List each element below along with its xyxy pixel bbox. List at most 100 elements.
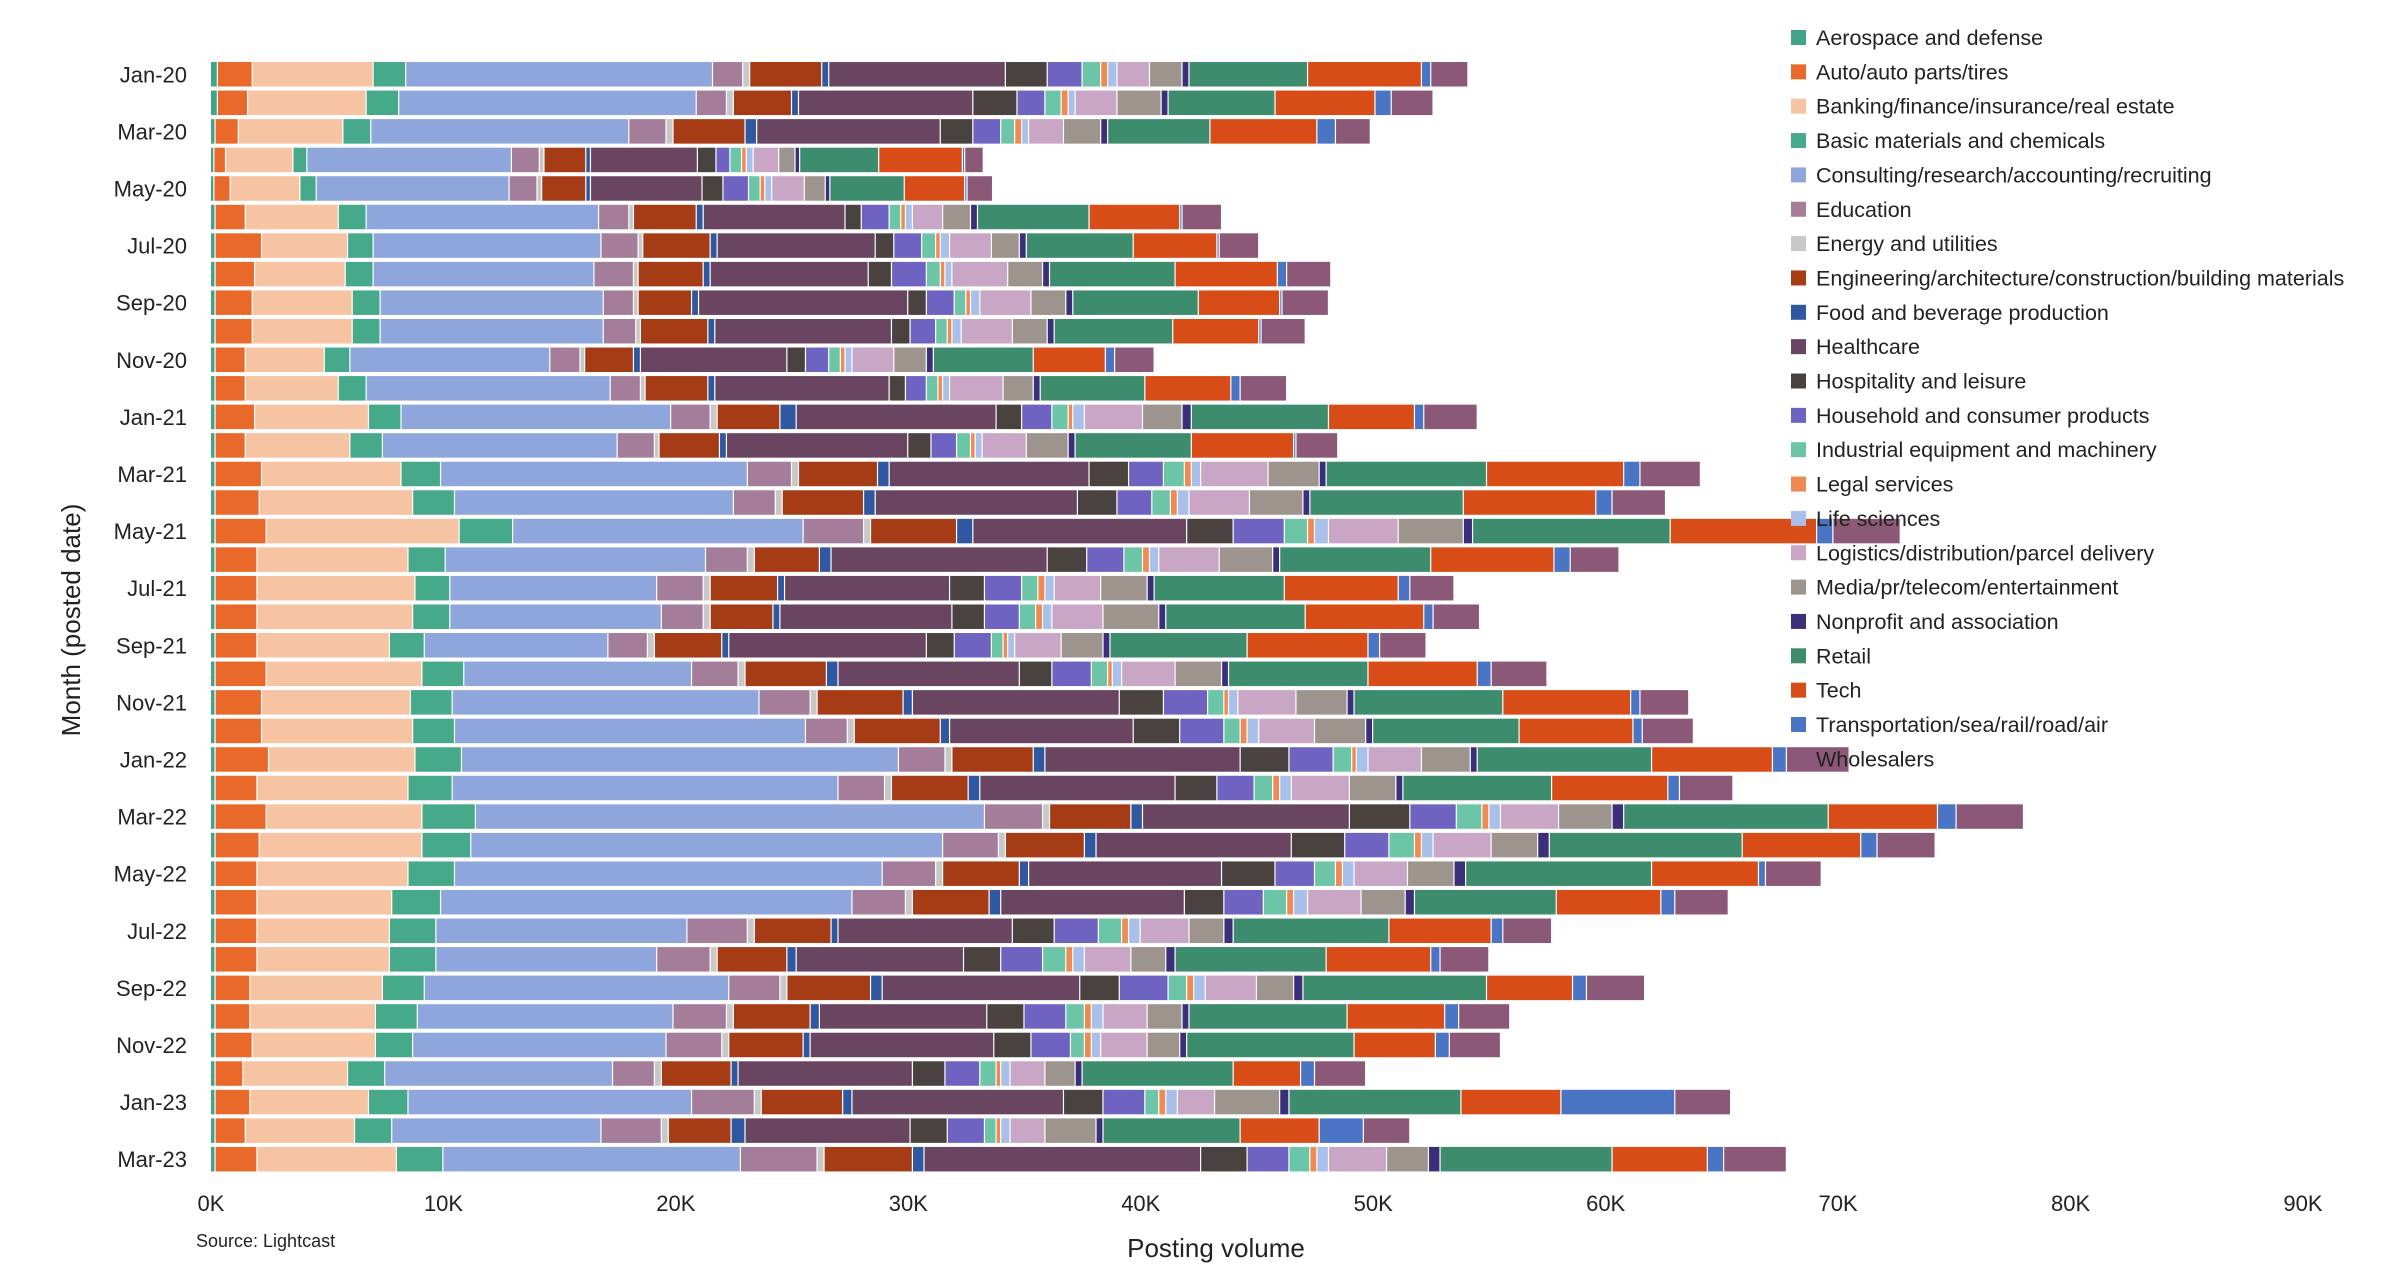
bar-segment xyxy=(861,204,889,230)
bar-segment xyxy=(638,290,691,315)
bar-segment xyxy=(727,433,908,458)
x-tick-label: 10K xyxy=(424,1191,463,1216)
bar-segment xyxy=(450,604,661,629)
bar-segment xyxy=(992,233,1019,258)
bar-segment xyxy=(252,62,373,87)
bar-segment xyxy=(1250,490,1303,515)
bar-segment xyxy=(215,204,245,230)
bar-segment xyxy=(1289,1089,1461,1115)
bar-segment xyxy=(1440,1146,1612,1172)
bar-segment xyxy=(1389,918,1491,944)
bar-segment xyxy=(1189,62,1307,87)
bar-segment xyxy=(1287,261,1331,287)
bar-segment xyxy=(1143,547,1149,572)
bar-segment xyxy=(731,1061,738,1086)
legend-label: Media/pr/telecom/entertainment xyxy=(1816,576,2118,600)
bar-segment xyxy=(369,1089,408,1115)
bar-segment xyxy=(1187,975,1194,1001)
bar-segment xyxy=(1078,490,1117,515)
bar-segment xyxy=(537,176,542,201)
bar-segment xyxy=(1175,261,1277,287)
bar-segment xyxy=(671,404,710,430)
bar-segment xyxy=(957,433,970,458)
bar-segment xyxy=(257,633,389,658)
bar-segment xyxy=(950,575,984,601)
bar-segment xyxy=(723,176,748,201)
bar-segment xyxy=(603,318,636,344)
bar-segment xyxy=(936,861,942,886)
bar-segment xyxy=(1431,947,1440,972)
bar-segment xyxy=(746,147,753,173)
bar-segment xyxy=(1707,1146,1724,1172)
bar-segment xyxy=(1001,1118,1010,1143)
bar-segment xyxy=(1173,318,1259,344)
bar-segment xyxy=(852,889,905,915)
bar-segment xyxy=(1503,690,1631,715)
bar-segment xyxy=(882,861,936,886)
bar-segment xyxy=(734,90,791,116)
bar-segment xyxy=(214,147,225,173)
bar-segment xyxy=(1191,461,1201,487)
bar-segment xyxy=(894,347,926,373)
bar-segment xyxy=(215,975,250,1001)
bar-segment xyxy=(413,604,450,629)
bar-segment xyxy=(926,376,938,401)
bar-segment xyxy=(998,832,1005,858)
bar-segment xyxy=(1068,90,1075,116)
bar-segment xyxy=(211,690,215,715)
bar-segment xyxy=(1150,547,1159,572)
bar-segment xyxy=(462,747,898,772)
bar-segment xyxy=(954,633,991,658)
legend-label: Life sciences xyxy=(1816,507,1940,531)
bar-segment xyxy=(245,204,338,230)
bar-segment xyxy=(392,1118,601,1143)
bar-segment xyxy=(838,775,884,801)
bar-segment xyxy=(1263,889,1287,915)
bar-segment xyxy=(830,176,904,201)
bar-segment xyxy=(745,119,757,144)
bar-segment xyxy=(994,1032,1031,1058)
bar-segment xyxy=(338,376,366,401)
bar-segment xyxy=(257,775,408,801)
bar-segment xyxy=(415,575,450,601)
bar-segment xyxy=(215,490,259,515)
bar-segment xyxy=(1122,918,1128,944)
bar-segment xyxy=(513,518,803,544)
legend-swatch xyxy=(1791,339,1806,355)
bar-segment xyxy=(1429,1146,1440,1172)
bar-segment xyxy=(1319,1118,1363,1143)
bar-segment xyxy=(422,804,475,829)
bar-segment xyxy=(854,718,940,744)
bar-segment xyxy=(1038,575,1045,601)
bar-segment xyxy=(1305,604,1424,629)
bar-segment xyxy=(912,1061,945,1086)
bar-segment xyxy=(252,1032,375,1058)
bar-segment xyxy=(715,376,889,401)
bar-segment xyxy=(1184,461,1191,487)
bar-segment xyxy=(938,376,942,401)
bar-segment xyxy=(904,176,965,201)
bar-segment xyxy=(899,747,945,772)
bar-segment xyxy=(1596,490,1612,515)
bar-segment xyxy=(787,947,796,972)
bar-segment xyxy=(668,1118,731,1143)
bar-segment xyxy=(252,318,352,344)
bar-segment xyxy=(634,347,640,373)
bar-segment xyxy=(509,176,537,201)
bar-segment xyxy=(1187,1032,1354,1058)
bar-segment xyxy=(1180,1032,1187,1058)
bar-segment xyxy=(1147,1004,1182,1029)
bar-segment xyxy=(717,404,780,430)
bar-segment xyxy=(661,604,703,629)
bar-segment xyxy=(1261,318,1305,344)
bar-segment xyxy=(1326,461,1486,487)
bar-segment xyxy=(252,290,352,315)
bar-segment xyxy=(1282,290,1328,315)
y-tick-label: May-20 xyxy=(114,176,187,201)
bar-segment xyxy=(1161,90,1168,116)
bar-segment xyxy=(1087,547,1124,572)
bar-segment xyxy=(778,575,784,601)
bar-segment xyxy=(703,575,710,601)
bar-segment xyxy=(1224,718,1240,744)
bar-segment xyxy=(1119,690,1163,715)
